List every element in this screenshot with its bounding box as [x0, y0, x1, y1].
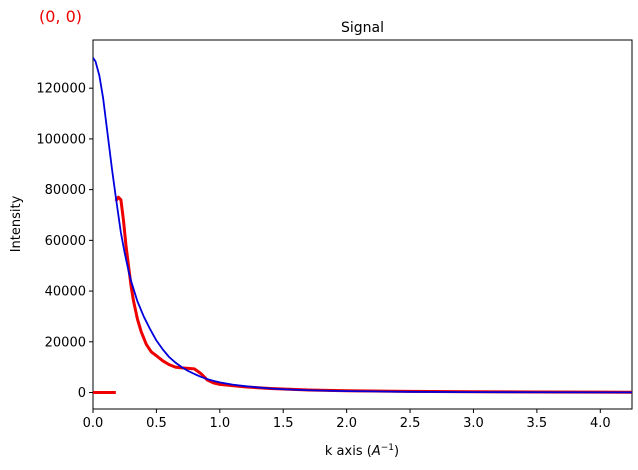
x-tick-label: 2.0 — [336, 416, 357, 431]
series-layer — [93, 57, 632, 395]
x-tick-label: 0.0 — [83, 416, 104, 431]
plot-area — [92, 39, 633, 410]
y-tick-label: 40000 — [45, 285, 86, 300]
x-axis-unit: A — [371, 444, 381, 459]
y-tick-label: 60000 — [45, 234, 86, 249]
y-tick-label: 80000 — [45, 183, 86, 198]
x-axis-label-text: k axis — [325, 444, 363, 459]
y-axis-label: Intensity — [9, 195, 24, 252]
y-tick-label: 120000 — [36, 82, 86, 97]
chart-title: Signal — [341, 20, 384, 36]
fit-series-line — [93, 57, 632, 394]
measured-series-line — [114, 195, 632, 394]
y-tick-label: 20000 — [45, 335, 86, 350]
x-tick-label: 1.5 — [273, 416, 294, 431]
x-tick-label: 0.5 — [146, 416, 167, 431]
x-axis: 0.0 0.5 1.0 1.5 2.0 2.5 3.0 3.5 4.0 — [83, 409, 611, 431]
x-axis-label: k axis (A−1) — [325, 443, 399, 459]
x-tick-label: 1.0 — [209, 416, 230, 431]
x-tick-label: 2.5 — [400, 416, 421, 431]
x-tick-label: 4.0 — [590, 416, 611, 431]
x-axis-unit-exponent: −1 — [381, 443, 394, 453]
y-tick-label: 100000 — [36, 132, 86, 147]
corner-label: (0, 0) — [39, 7, 82, 26]
plot-frame — [92, 39, 633, 410]
x-tick-label: 3.5 — [527, 416, 548, 431]
y-axis: 0 20000 40000 60000 80000 100000 120000 — [36, 82, 93, 401]
y-tick-label: 0 — [78, 386, 86, 401]
x-tick-label: 3.0 — [463, 416, 484, 431]
